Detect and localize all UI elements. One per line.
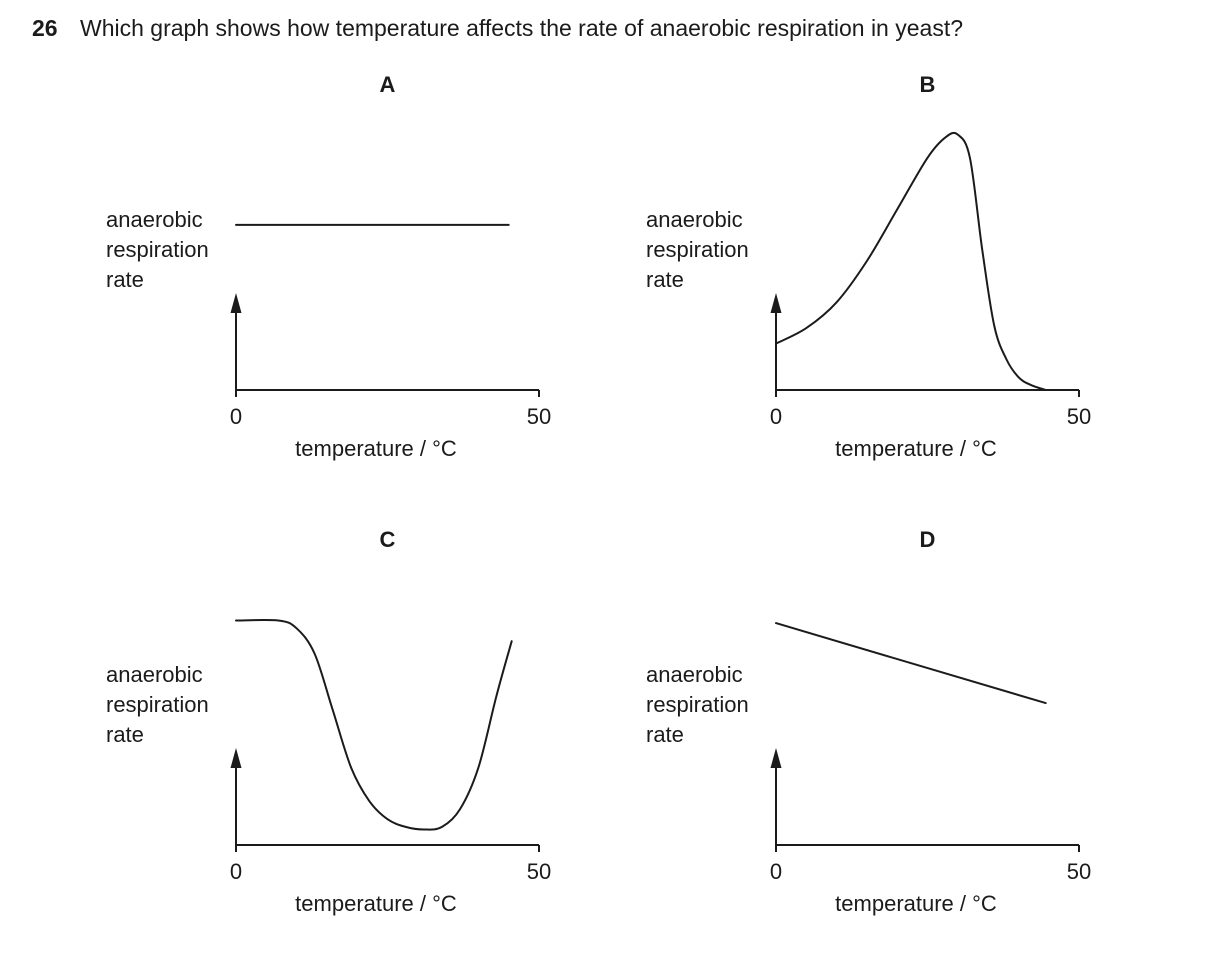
y-axis-arrow: [230, 748, 242, 768]
x-axis-label: temperature / °C: [835, 891, 997, 916]
x-tick-label: 0: [230, 859, 242, 884]
question-text: Which graph shows how temperature affect…: [80, 15, 963, 41]
x-tick-label: 0: [230, 404, 242, 429]
y-axis-arrow: [230, 293, 242, 313]
y-axis-arrow: [770, 748, 782, 768]
question: 26 Which graph shows how temperature affe…: [32, 13, 963, 43]
graph-c: C 0 50 temperature / °C anaerobic respiration…: [106, 527, 551, 916]
graph-d: D 0 50 temperature / °C anaerobic respiration…: [646, 527, 1091, 916]
graph-title: B: [920, 72, 936, 97]
graph-title: C: [380, 527, 396, 552]
y-axis-label-line: rate: [646, 722, 684, 747]
y-axis-label-line: rate: [646, 267, 684, 292]
y-axis-label-line: rate: [106, 267, 144, 292]
x-tick-label: 50: [1067, 859, 1091, 884]
graph-a: A 0 50 temperature / °C anaerobic respiration…: [106, 72, 551, 461]
y-axis-label-line: anaerobic: [646, 662, 743, 687]
y-axis-label-line: respiration: [106, 237, 209, 262]
y-axis-arrow: [770, 293, 782, 313]
series-line: [775, 622, 1047, 705]
x-axis-label: temperature / °C: [295, 436, 457, 461]
y-axis-label-line: anaerobic: [646, 207, 743, 232]
x-tick-label: 0: [770, 404, 782, 429]
y-axis-label-line: respiration: [646, 237, 749, 262]
x-tick-label: 50: [527, 859, 551, 884]
series-line: [235, 618, 513, 831]
x-axis-label: temperature / °C: [295, 891, 457, 916]
graph-b: B 0 50 temperature / °C anaerobic respiration…: [646, 72, 1091, 461]
x-tick-label: 50: [527, 404, 551, 429]
graph-title: A: [380, 72, 396, 97]
question-number: 26: [32, 15, 58, 41]
x-axis-label: temperature / °C: [835, 436, 997, 461]
y-axis-label-line: anaerobic: [106, 662, 203, 687]
graph-title: D: [920, 527, 936, 552]
y-axis-label-line: respiration: [106, 692, 209, 717]
x-tick-label: 0: [770, 859, 782, 884]
y-axis-label-line: rate: [106, 722, 144, 747]
y-axis-label-line: anaerobic: [106, 207, 203, 232]
y-axis-label-line: respiration: [646, 692, 749, 717]
series-line: [775, 131, 1047, 391]
x-tick-label: 50: [1067, 404, 1091, 429]
